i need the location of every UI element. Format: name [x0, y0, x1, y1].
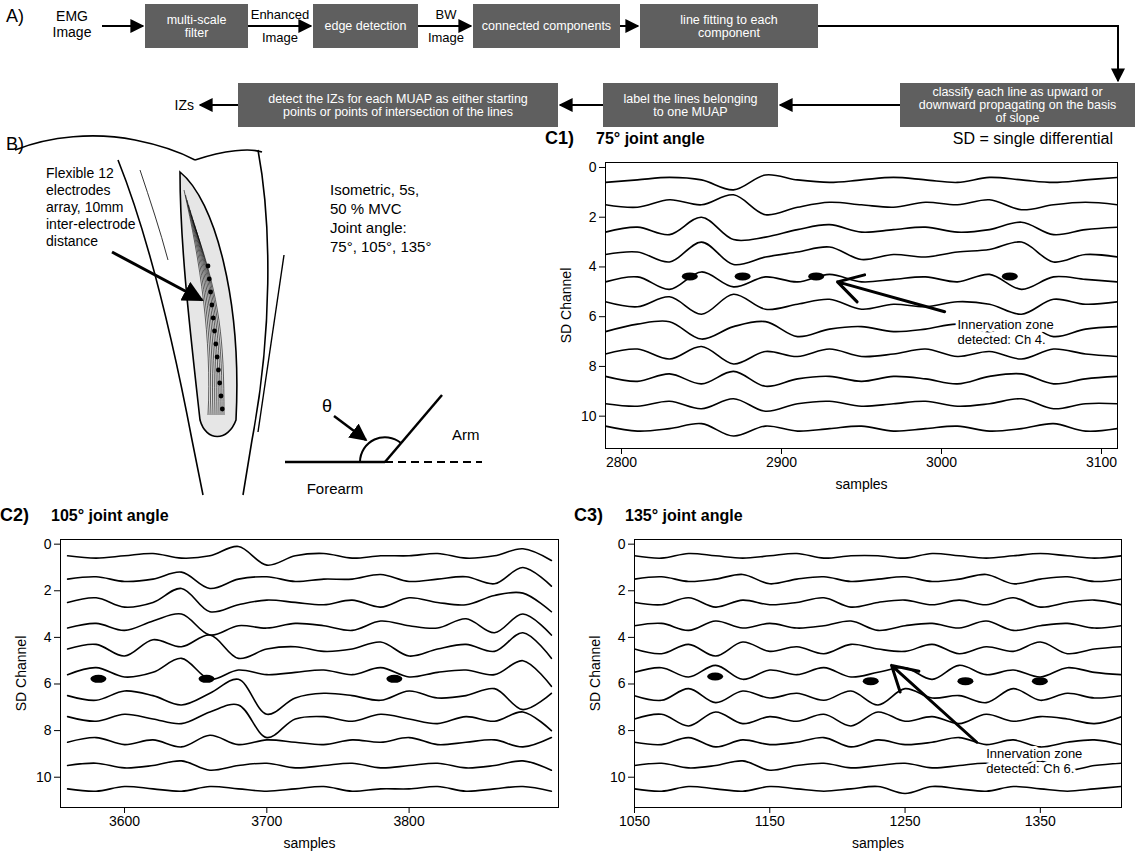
- svg-text:Arm: Arm: [452, 426, 480, 443]
- svg-text:multi-scalefilter: multi-scalefilter: [167, 13, 227, 40]
- svg-text:8: 8: [618, 722, 626, 738]
- svg-text:2: 2: [44, 582, 52, 598]
- svg-text:Innervation zonedetected: Ch 6: Innervation zonedetected: Ch 6.: [986, 746, 1082, 776]
- html-text:C3): C3): [574, 505, 603, 525]
- svg-text:1150: 1150: [755, 813, 785, 829]
- svg-text:4: 4: [44, 629, 52, 645]
- svg-text:connected components: connected components: [482, 19, 611, 33]
- svg-text:0: 0: [44, 536, 52, 552]
- html-text:C1): C1): [545, 128, 574, 148]
- svg-text:6: 6: [44, 675, 52, 691]
- svg-text:4: 4: [618, 629, 626, 645]
- svg-text:4: 4: [589, 258, 597, 274]
- html-text:105° joint angle: 105° joint angle: [51, 507, 169, 524]
- svg-text:edge detection: edge detection: [324, 19, 406, 33]
- svg-text:Forearm: Forearm: [307, 480, 364, 497]
- svg-text:2800: 2800: [606, 454, 637, 470]
- svg-text:SD Channel: SD Channel: [558, 268, 574, 344]
- svg-text:Innervation zonedetected: Ch 4: Innervation zonedetected: Ch 4.: [958, 317, 1054, 347]
- svg-text:Flexible 12electrodesarray, 10: Flexible 12electrodesarray, 10mminter-el…: [46, 165, 136, 249]
- svg-text:samples: samples: [852, 835, 904, 851]
- svg-text:2: 2: [589, 209, 597, 225]
- svg-text:classify each line as upward o: classify each line as upward ordownward …: [919, 85, 1116, 125]
- svg-text:6: 6: [618, 675, 626, 691]
- html-text:135° joint angle: 135° joint angle: [625, 507, 743, 524]
- svg-text:Image: Image: [262, 30, 298, 45]
- svg-text:Enhanced: Enhanced: [251, 7, 310, 22]
- html-text:SD = single differential: SD = single differential: [952, 130, 1113, 147]
- svg-text:2900: 2900: [766, 454, 797, 470]
- svg-text:EMGImage: EMGImage: [53, 8, 92, 40]
- svg-text:BW: BW: [436, 7, 458, 22]
- svg-text:10: 10: [36, 769, 52, 785]
- svg-text:detect the IZs for each MUAP a: detect the IZs for each MUAP as either s…: [268, 92, 528, 119]
- svg-text:3800: 3800: [394, 813, 425, 829]
- svg-text:2: 2: [618, 582, 626, 598]
- svg-text:Image: Image: [428, 30, 464, 45]
- svg-text:3700: 3700: [251, 813, 282, 829]
- svg-text:SD Channel: SD Channel: [587, 636, 603, 712]
- svg-text:8: 8: [589, 358, 597, 374]
- svg-text:samples: samples: [283, 835, 335, 851]
- svg-text:1350: 1350: [1025, 813, 1056, 829]
- svg-text:B): B): [6, 134, 24, 154]
- svg-text:samples: samples: [835, 476, 887, 492]
- svg-text:3100: 3100: [1086, 454, 1117, 470]
- svg-text:label the lines belongingto on: label the lines belongingto one MUAP: [623, 92, 757, 119]
- svg-text:IZs: IZs: [175, 97, 194, 113]
- svg-text:3000: 3000: [926, 454, 957, 470]
- html-text:75° joint angle: 75° joint angle: [596, 130, 705, 147]
- svg-text:6: 6: [589, 308, 597, 324]
- svg-text:3600: 3600: [109, 813, 140, 829]
- svg-text:0: 0: [589, 159, 597, 175]
- svg-text:1250: 1250: [889, 813, 920, 829]
- svg-text:10: 10: [581, 408, 597, 424]
- svg-text:Isometric, 5s,50 % MVCJoint an: Isometric, 5s,50 % MVCJoint angle:75°, 1…: [330, 181, 431, 255]
- svg-text:A): A): [6, 6, 24, 26]
- svg-text:10: 10: [610, 769, 626, 785]
- svg-text:1050: 1050: [619, 813, 650, 829]
- svg-text:0: 0: [618, 536, 626, 552]
- html-text:C2): C2): [0, 505, 29, 525]
- svg-text:SD Channel: SD Channel: [13, 636, 29, 712]
- svg-text:θ: θ: [322, 396, 332, 416]
- svg-text:line fitting to eachcomponent: line fitting to eachcomponent: [680, 13, 777, 40]
- svg-text:8: 8: [44, 722, 52, 738]
